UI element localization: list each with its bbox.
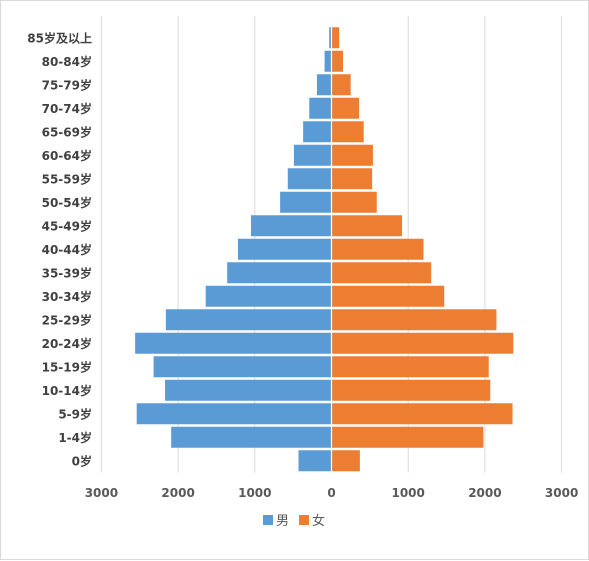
bar-female [331, 121, 364, 143]
x-tick-label: 3000 [85, 486, 118, 500]
bars [135, 27, 514, 472]
bar-female [331, 97, 360, 119]
bar-male [293, 144, 332, 166]
x-tick-labels: 3000 2000 1000 0 1000 2000 3000 [85, 486, 579, 500]
bar-male [165, 309, 332, 331]
legend[interactable]: 男女 [263, 513, 325, 529]
legend-swatch [299, 515, 309, 525]
bar-female [331, 238, 424, 260]
bar-female [331, 403, 513, 425]
category-label: 45-49岁 [42, 218, 92, 233]
bar-male [329, 27, 332, 49]
category-label: 0岁 [72, 453, 92, 468]
bar-female [331, 332, 514, 354]
category-label: 55-59岁 [42, 171, 92, 186]
category-label: 75-79岁 [42, 77, 92, 92]
x-tick-label: 0 [327, 486, 335, 500]
bar-male [303, 121, 332, 143]
bar-male [298, 450, 332, 472]
x-tick-label: 2000 [468, 486, 501, 500]
category-label: 85岁及以上 [27, 30, 92, 45]
category-label: 5-9岁 [58, 406, 92, 421]
bar-male [136, 403, 332, 425]
bar-female [331, 50, 344, 72]
bar-male [165, 379, 332, 401]
x-tick-label: 3000 [545, 486, 578, 500]
legend-label: 女 [312, 513, 325, 529]
legend-swatch [263, 515, 273, 525]
bar-female [331, 168, 373, 190]
bar-male [280, 191, 332, 213]
bar-male [324, 50, 332, 72]
bar-female [331, 309, 497, 331]
category-label: 10-14岁 [42, 383, 92, 398]
category-label: 65-69岁 [42, 124, 92, 139]
category-label: 1-4岁 [58, 430, 92, 445]
bar-male [250, 215, 332, 237]
category-label: 70-74岁 [42, 101, 92, 116]
bar-female [331, 262, 432, 284]
category-label: 30-34岁 [42, 289, 92, 304]
category-label: 60-64岁 [42, 148, 92, 163]
bar-male [171, 426, 332, 448]
bar-male [135, 332, 332, 354]
category-label: 50-54岁 [42, 195, 92, 210]
bar-male [227, 262, 332, 284]
bar-female [331, 356, 489, 378]
category-label: 35-39岁 [42, 265, 92, 280]
bar-female [331, 379, 491, 401]
category-label: 15-19岁 [42, 359, 92, 374]
bar-male [309, 97, 332, 119]
legend-label: 男 [276, 514, 289, 529]
bar-male [237, 238, 332, 260]
bar-male [287, 168, 332, 190]
bar-female [331, 144, 373, 166]
x-tick-label: 2000 [161, 486, 194, 500]
category-label: 80-84岁 [42, 54, 92, 69]
bar-male [205, 285, 332, 307]
bar-female [331, 450, 360, 472]
category-label: 40-44岁 [42, 242, 92, 257]
bar-male [153, 356, 332, 378]
bar-male [316, 74, 332, 96]
x-tick-label: 1000 [391, 486, 424, 500]
bar-female [331, 285, 445, 307]
bar-female [331, 191, 377, 213]
category-label: 25-29岁 [42, 312, 92, 327]
category-label: 20-24岁 [42, 336, 92, 351]
category-labels: 85岁及以上 80-84岁 75-79岁 70-74岁 65-69岁 60-64岁 55-5… [27, 30, 92, 468]
bar-female [331, 215, 403, 237]
bar-female [331, 27, 340, 49]
bar-female [331, 74, 351, 96]
x-tick-label: 1000 [238, 486, 271, 500]
bar-female [331, 426, 484, 448]
